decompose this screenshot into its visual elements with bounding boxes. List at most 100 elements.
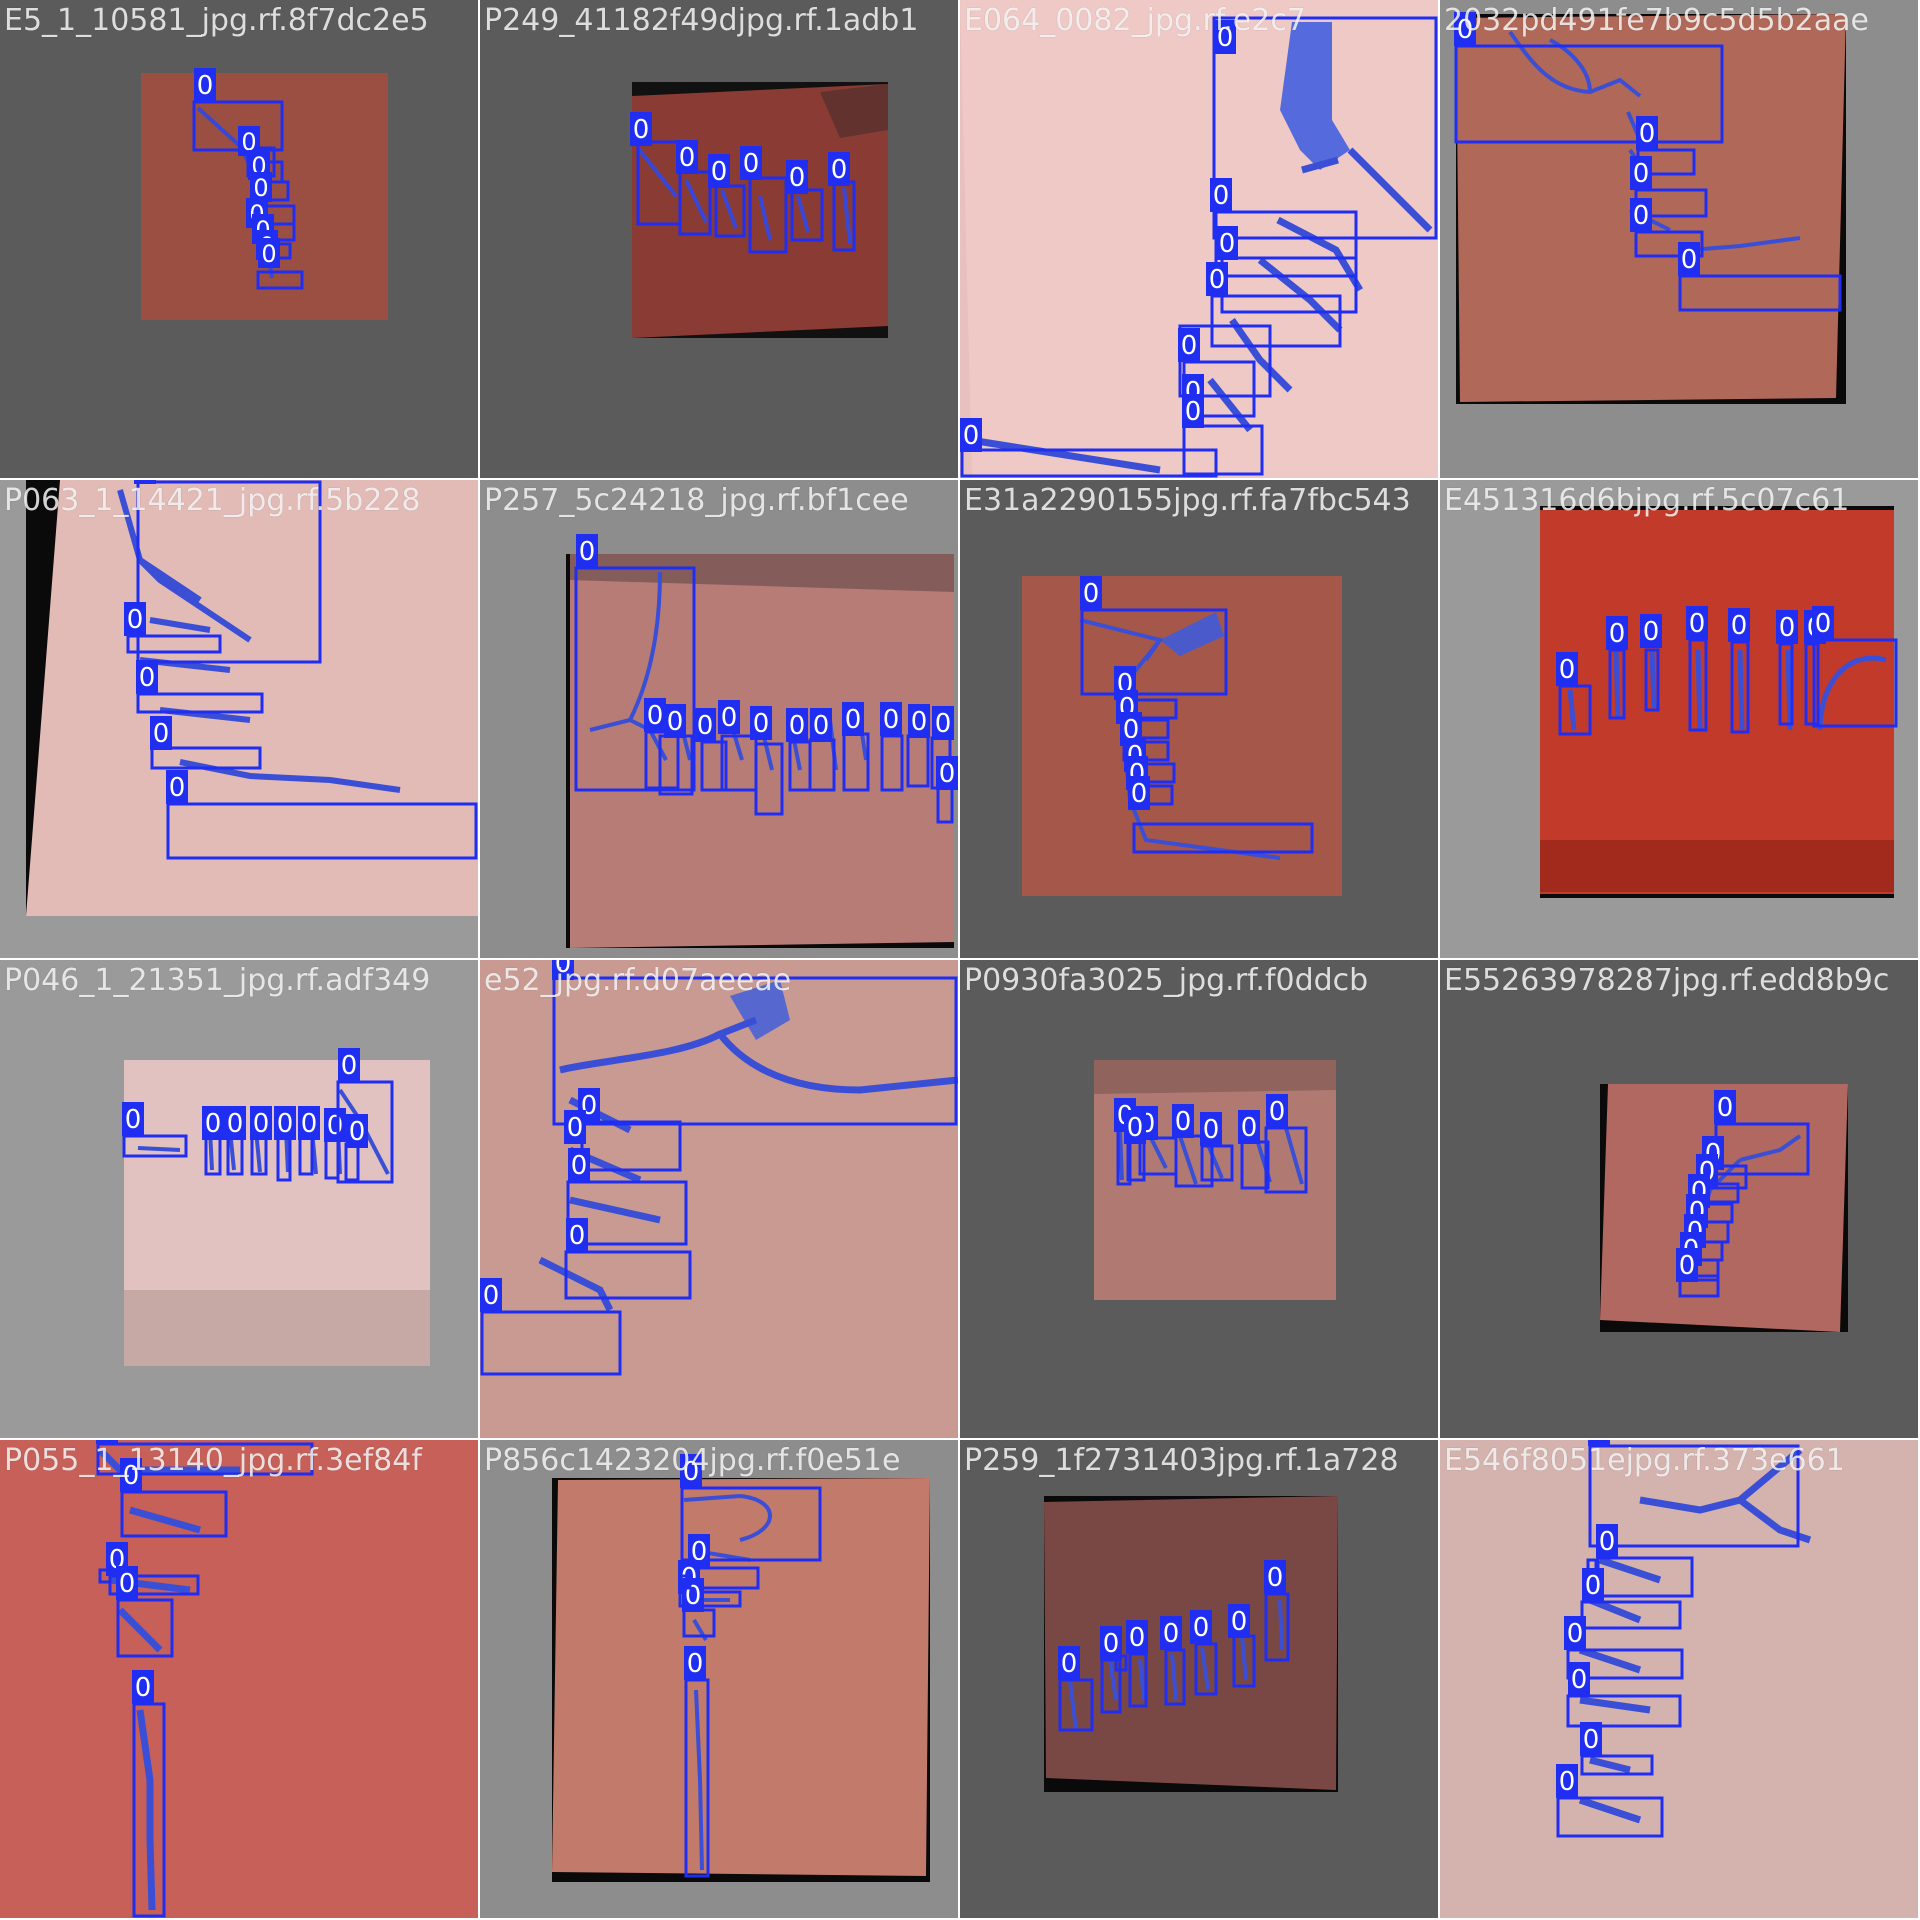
- tile-image: 0 0 0 0 0: [0, 1440, 478, 1918]
- detection-box: 0: [1080, 576, 1228, 696]
- detection-box: 0: [1264, 1560, 1290, 1662]
- detection-label: 0: [1633, 201, 1650, 231]
- detection-label: 0: [697, 711, 714, 741]
- detection-label: 0: [1633, 159, 1650, 189]
- detection-box: 0: [1686, 606, 1708, 732]
- detection-label: 0: [1163, 1619, 1180, 1649]
- detection-box: 0: [574, 534, 696, 792]
- detection-label: 0: [169, 773, 186, 803]
- detection-box: 0: [786, 160, 824, 242]
- detection-label: 0: [1815, 609, 1832, 639]
- detection-label: 0: [1061, 1649, 1078, 1679]
- detection-label: 0: [1193, 1613, 1210, 1643]
- detection-box: 0: [694, 708, 728, 792]
- mosaic-tile: 0 0 0 0 0 0 P249_41182f49djpg.rf.1adb1: [480, 0, 958, 478]
- detection-label: 0: [119, 1569, 136, 1599]
- detection-label: 0: [679, 143, 696, 173]
- detection-label: 0: [1185, 397, 1202, 427]
- detection-label: 0: [1599, 1527, 1616, 1557]
- detection-box: 0: [1776, 610, 1798, 726]
- detection-box: 0: [1182, 394, 1264, 476]
- detection-box: 0: [658, 704, 694, 796]
- detection-box: 0: [1580, 1568, 1682, 1630]
- tile-image: 0 0 0 0 0: [480, 1440, 958, 1918]
- mosaic-tile: 0 0 0 0 0 0 0 0 E451316d6bjpg.rf.5c07c61: [1440, 480, 1918, 958]
- detection-label: 0: [1127, 1113, 1144, 1143]
- detection-label: 0: [1583, 1725, 1600, 1755]
- detection-box: 0: [552, 960, 958, 1126]
- detection-box: 0: [1228, 1604, 1256, 1688]
- detection-label: 0: [845, 705, 862, 735]
- detection-box: 0: [684, 1646, 710, 1878]
- detection-box: 0: [1058, 1646, 1094, 1732]
- detection-box: [98, 1568, 112, 1584]
- detection-box: 0: [120, 1458, 228, 1538]
- detection-label: 0: [1231, 1607, 1248, 1637]
- detection-label: 0: [1731, 611, 1748, 641]
- detection-label: 0: [1123, 715, 1140, 745]
- detection-box: 0: [1178, 324, 1272, 398]
- detection-box: 0: [1728, 608, 1750, 734]
- detection-box: 0: [688, 1534, 760, 1590]
- detection-box: [678, 1574, 692, 1590]
- mosaic-tile: 0 0 0 0 0 0 0 0 0 0 0 0 0 P257_5c24218_j…: [480, 480, 958, 958]
- mosaic-tile: 0 0 0 0 0 0 e52_jpg.rf.d07aeeae: [480, 960, 958, 1438]
- detection-box: 0: [936, 756, 958, 824]
- detection-box: 0: [1556, 652, 1592, 736]
- detection-label: 0: [127, 605, 144, 635]
- detection-label: 0: [1571, 1665, 1588, 1695]
- detection-box: 0: [250, 1106, 272, 1176]
- detection-label: 0: [1689, 609, 1706, 639]
- detection-box: 0: [134, 480, 322, 664]
- tile-image: 0 0 0 0 0: [1440, 0, 1918, 478]
- detection-box: 0: [680, 1454, 822, 1562]
- mosaic-tile: 0 0 0 0 0 2032pd491fe7b9c5d5b2aae: [1440, 0, 1918, 478]
- detection-box: 0: [192, 68, 284, 152]
- mosaic-tile: 0 0 0 0 0 P856c1423204jpg.rf.f0e51e: [480, 1440, 958, 1918]
- detection-label: 0: [1083, 579, 1100, 609]
- detection-label: 0: [571, 1151, 588, 1181]
- mosaic-tile: 0 0 0 0 0 0 0 P259_1f2731403jpg.rf.1a728: [960, 1440, 1438, 1918]
- detection-label: 0: [1103, 1629, 1120, 1659]
- detection-label: 0: [1269, 1097, 1286, 1127]
- detection-label: 0: [135, 1673, 152, 1703]
- detection-label: 0: [1219, 229, 1236, 259]
- detection-box: 0: [566, 1148, 688, 1246]
- detection-box: 0: [1126, 1620, 1148, 1708]
- detection-label: 0: [883, 705, 900, 735]
- detection-box: 0: [1556, 1764, 1664, 1838]
- detection-box: 0: [1636, 116, 1696, 176]
- detection-box: 0: [740, 146, 788, 254]
- mosaic-tile: 0 0 0 0 0 P055_1_13140_jpg.rf.3ef84f: [0, 1440, 478, 1918]
- detection-box: [1586, 1558, 1598, 1572]
- detection-label: 0: [253, 174, 268, 202]
- detection-box: 0: [1172, 1104, 1214, 1188]
- tile-image: 0 0 0 0 0 0: [480, 0, 958, 478]
- detection-box: 0: [150, 716, 262, 770]
- detection-label: 0: [197, 71, 214, 101]
- detection-box: 0: [1630, 198, 1704, 258]
- detection-label: 0: [327, 1111, 344, 1141]
- tile-image: 0 0 0 0 0 0 0 0: [1440, 480, 1918, 958]
- detection-label: 0: [1175, 1107, 1192, 1137]
- detection-box: 0: [1160, 1616, 1186, 1706]
- detection-label: 0: [99, 1440, 116, 1443]
- detection-box: 0: [1606, 616, 1628, 720]
- detection-label: 0: [685, 1581, 702, 1611]
- detection-box: 0: [828, 152, 856, 252]
- detection-label: 0: [1639, 119, 1656, 149]
- tile-image: 0 0 0 0 0 0 0: [960, 960, 1438, 1438]
- detection-label: 0: [301, 1109, 318, 1139]
- detection-label: 0: [1679, 1251, 1696, 1281]
- detection-box: 0: [880, 702, 904, 792]
- detection-label: 0: [789, 711, 806, 741]
- detection-box: 0: [1580, 1722, 1654, 1776]
- detection-label: 0: [683, 1457, 700, 1487]
- detection-label: 0: [1559, 655, 1576, 685]
- detection-label: 0: [753, 709, 770, 739]
- detection-box: 0: [1566, 1662, 1682, 1728]
- detection-box: 0: [298, 1106, 320, 1176]
- detection-box: 0: [256, 238, 304, 290]
- detection-label: 0: [1779, 613, 1796, 643]
- detection-box: 0: [808, 708, 836, 792]
